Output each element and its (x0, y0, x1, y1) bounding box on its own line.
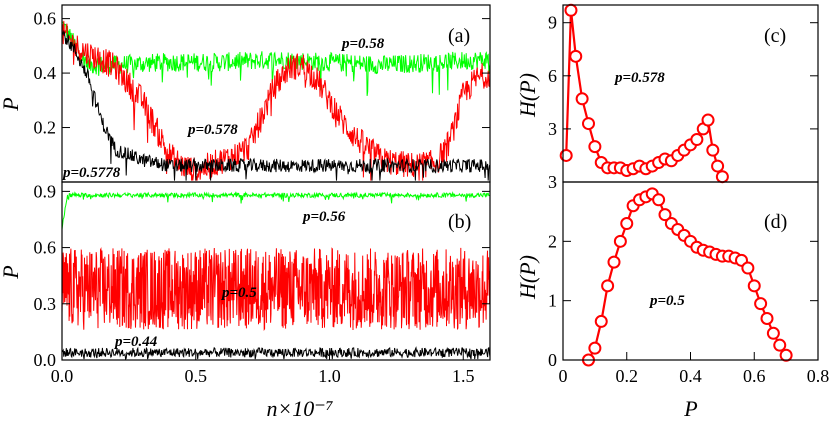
panel-a-series-p058 (62, 20, 490, 96)
panel-d-point (652, 193, 666, 207)
panel-d-ytick-label: 3 (548, 172, 557, 192)
panel-b-xtick-label: 0.5 (185, 366, 208, 386)
panel-b-series-p05 (62, 247, 490, 332)
panel-a-ytick-label: 0.6 (34, 9, 57, 29)
panel-d-xtick-label: 0.2 (616, 366, 639, 386)
panel-b-ytick-label: 0.3 (34, 294, 57, 314)
panel-d-ylabel: H(P) (515, 255, 540, 300)
panel-d-point (747, 279, 761, 293)
panel-a-series-p05778 (62, 29, 490, 181)
panel-b-xtick-label: 0.0 (51, 366, 74, 386)
panel-d-ytick-label: 2 (548, 231, 557, 251)
panel-d-ytick-label: 0 (548, 350, 557, 370)
panel-b: 0.0 0.3 0.6 0.9 0.0 0.5 1.0 1.5 (34, 181, 491, 386)
panel-d-point (773, 338, 787, 352)
panel-a-series-p0578 (62, 20, 490, 181)
panel-c-point (569, 49, 583, 63)
panel-d-point (766, 326, 780, 340)
panel-b-xlabel: n×10⁻⁷ (266, 396, 333, 421)
panel-c-ytick-label: 3 (548, 119, 557, 139)
panel-c-ytick-label: 9 (548, 13, 557, 33)
panel-a-ytick-label: 0.4 (34, 63, 57, 83)
panel-a: 0.2 0.4 0.6 (34, 4, 491, 183)
panel-d-xtick-label: 0.4 (679, 366, 702, 386)
panel-d-point (754, 297, 768, 311)
annotation-c-series: p=0.578 (613, 70, 665, 86)
panel-b-frame (61, 181, 491, 361)
panel-d-point (658, 208, 672, 222)
panel-d-xtick-label: 0.6 (743, 366, 766, 386)
annotation-p05778: p=0.5778 (61, 165, 121, 181)
panel-b-xtick-label: 1.0 (318, 366, 341, 386)
panel-d-label: (d) (764, 211, 787, 233)
panel-d-line (587, 192, 788, 361)
annotation-p0578: p=0.578 (186, 122, 238, 138)
panel-c-point (701, 113, 715, 127)
panel-b-series-p044 (62, 346, 490, 360)
panel-c-point (715, 170, 729, 184)
panel-d: 0 1 2 3 0 0.2 0.4 0.6 0.8 (548, 172, 829, 386)
panel-b-ytick-label: 0.9 (34, 181, 57, 201)
panel-c-point (690, 133, 704, 147)
annotation-p058: p=0.58 (340, 36, 385, 52)
panel-c-point (588, 140, 602, 154)
panel-d-point (607, 255, 621, 269)
panel-d-point (613, 234, 627, 248)
panel-d-point (601, 279, 615, 293)
panel-d-xtick-label: 0.8 (807, 366, 830, 386)
annotation-d-series: p=0.5 (648, 293, 685, 309)
panel-c-point (711, 159, 725, 173)
panel-d-point (620, 217, 634, 231)
panel-c-label: (c) (764, 25, 786, 47)
panel-c-point (575, 92, 589, 106)
panel-c-line (565, 10, 724, 178)
panel-b-ylabel: P (0, 265, 23, 279)
panel-b-ytick-label: 0.0 (34, 350, 57, 370)
panel-d-point (594, 314, 608, 328)
panel-c-point (582, 117, 595, 131)
annotation-p05: p=0.5 (220, 285, 257, 301)
panel-c-point (706, 143, 720, 157)
annotation-p056: p=0.56 (301, 209, 346, 225)
panel-d-xlabel: P (683, 396, 697, 421)
panel-d-point (779, 348, 793, 362)
panel-b-series-p056 (62, 191, 490, 230)
annotation-p044: p=0.44 (113, 334, 158, 350)
panel-b-xtick-label: 1.5 (452, 366, 475, 386)
panel-a-ylabel: P (0, 97, 23, 111)
panel-d-point (741, 261, 755, 275)
panel-d-point (588, 341, 602, 355)
panel-c-point (564, 3, 578, 17)
panel-d-point (760, 311, 774, 325)
panel-a-ytick-label: 0.2 (34, 118, 57, 138)
panel-c-ylabel: H(P) (515, 73, 540, 118)
panel-c-ytick-label: 6 (548, 66, 557, 86)
panel-c-point (559, 148, 573, 162)
panel-d-ytick-label: 1 (548, 291, 557, 311)
panel-b-label: (b) (448, 211, 471, 233)
panel-a-label: (a) (448, 25, 470, 47)
panel-b-ytick-label: 0.6 (34, 238, 57, 258)
panel-d-xtick-label: 0 (559, 366, 568, 386)
